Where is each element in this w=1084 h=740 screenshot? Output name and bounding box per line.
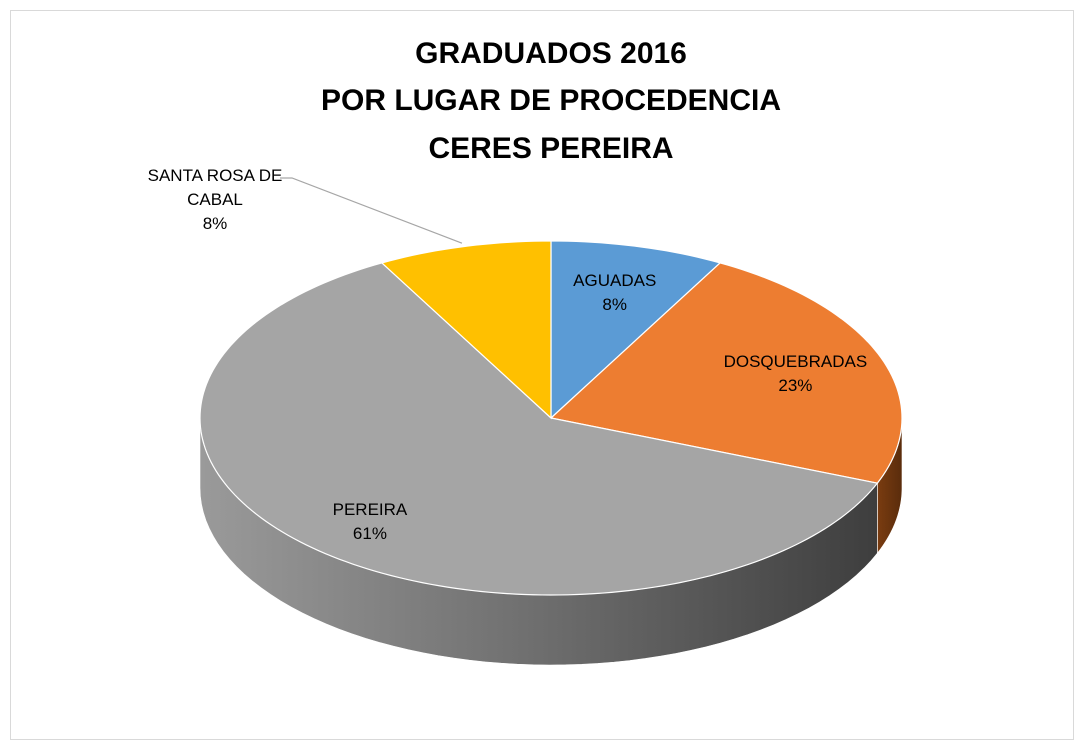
- slice: [380, 240, 552, 420]
- chart-title: CERES PEREIRA: [428, 132, 673, 165]
- chart-title: POR LUGAR DE PROCEDENCIA: [321, 84, 781, 117]
- chart-title: GRADUADOS 2016: [415, 37, 687, 70]
- category-label: DOSQUEBRADAS: [723, 351, 868, 371]
- category-label: AGUADAS: [573, 270, 657, 290]
- slice: [549, 262, 903, 484]
- category-label: SANTA ROSA DE CABAL: [147, 166, 283, 209]
- value-label: 23%: [778, 375, 813, 395]
- value-label: 8%: [602, 294, 628, 314]
- value-label: 61%: [352, 523, 387, 543]
- value-label: 8%: [202, 214, 228, 233]
- slice: [550, 240, 722, 420]
- leader-line: [280, 177, 463, 244]
- data-label: SANTA ROSA DE CABAL 8%: [140, 164, 290, 236]
- category-label: PEREIRA: [332, 499, 408, 519]
- data-label: DOSQUEBRADAS 23%: [724, 350, 868, 398]
- slice: [199, 262, 879, 596]
- data-label: AGUADAS 8%: [573, 269, 656, 317]
- data-label: PEREIRA 61%: [333, 498, 408, 546]
